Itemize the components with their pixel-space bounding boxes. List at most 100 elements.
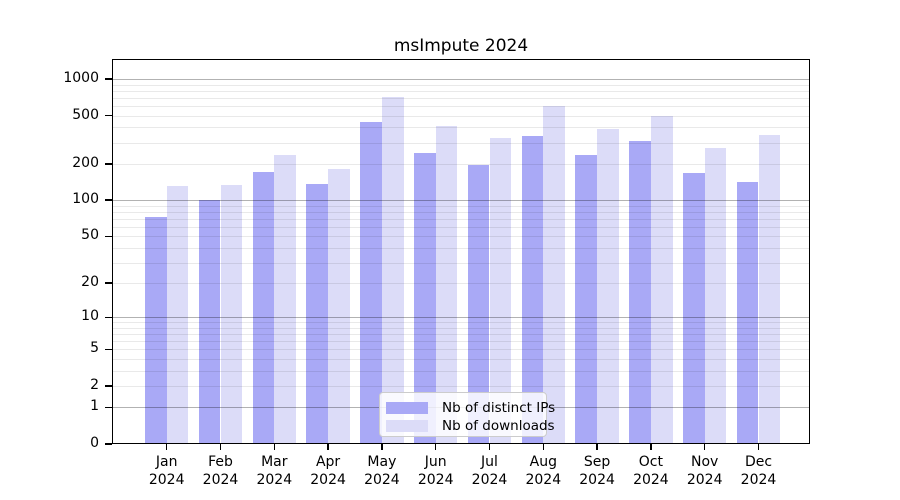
bar-distinct-ips-jul xyxy=(467,164,490,444)
y-tick-label-50: 50 xyxy=(81,227,99,244)
bar-downloads-feb xyxy=(220,185,243,444)
x-tick-jan xyxy=(165,444,168,450)
y-tick-5 xyxy=(105,348,112,351)
gridline-700 xyxy=(112,97,810,99)
y-tick-label-1: 1 xyxy=(90,398,99,415)
legend-item-downloads: Nb of downloads xyxy=(386,418,555,434)
x-tick-feb xyxy=(219,444,222,450)
legend-swatch-distinct-ips xyxy=(386,401,428,414)
gridline-7 xyxy=(112,334,810,336)
x-tick-label-dec: Dec 2024 xyxy=(740,454,777,488)
y-tick-500 xyxy=(105,114,112,117)
y-tick-2 xyxy=(105,385,112,387)
bar-distinct-ips-jun xyxy=(413,153,436,444)
gridline-20 xyxy=(112,283,810,285)
y-tick-200 xyxy=(105,163,112,165)
x-tick-label-nov: Nov 2024 xyxy=(686,454,723,488)
y-tick-100 xyxy=(105,199,112,201)
gridline-200 xyxy=(112,163,810,165)
x-tick-label-jul: Jul 2024 xyxy=(471,454,508,488)
y-tick-50 xyxy=(105,235,112,238)
bar-distinct-ips-dec xyxy=(736,181,759,444)
gridline-400 xyxy=(112,127,810,129)
bar-downloads-jan xyxy=(166,186,189,444)
x-tick-label-may: May 2024 xyxy=(364,454,400,488)
gridline-9 xyxy=(112,322,810,324)
bar-distinct-ips-feb xyxy=(198,200,221,444)
x-tick-label-aug: Aug 2024 xyxy=(525,454,562,488)
x-tick-label-jan: Jan 2024 xyxy=(148,454,185,488)
y-tick-label-20: 20 xyxy=(81,274,99,291)
x-tick-jun xyxy=(434,444,437,450)
gridline-70 xyxy=(112,218,810,220)
gridline-60 xyxy=(112,226,810,228)
x-tick-label-jun: Jun 2024 xyxy=(417,454,454,488)
x-tick-apr xyxy=(327,444,329,450)
legend-item-distinct-ips: Nb of distinct IPs xyxy=(386,400,555,416)
y-tick-1000 xyxy=(105,78,112,80)
x-tick-nov xyxy=(703,444,706,450)
legend-label-downloads: Nb of downloads xyxy=(442,417,555,434)
gridline-600 xyxy=(112,105,810,107)
grid-layer xyxy=(112,59,810,444)
legend-label-distinct-ips: Nb of distinct IPs xyxy=(442,399,556,416)
bar-distinct-ips-aug xyxy=(521,136,544,444)
gridline-500 xyxy=(112,115,810,117)
legend: Nb of distinct IPs Nb of downloads xyxy=(379,392,555,437)
bar-distinct-ips-apr xyxy=(306,184,329,444)
bar-distinct-ips-jan xyxy=(144,217,167,444)
x-tick-mar xyxy=(273,444,276,450)
y-tick-label-1000: 1000 xyxy=(63,70,99,86)
y-tick-1 xyxy=(105,406,112,409)
bar-downloads-may xyxy=(381,96,404,444)
y-tick-label-5: 5 xyxy=(90,340,99,357)
y-tick-20 xyxy=(105,282,112,284)
gridline-300 xyxy=(112,142,810,144)
gridline-2 xyxy=(112,386,810,387)
y-tick-10 xyxy=(105,316,112,319)
legend-swatch-downloads xyxy=(386,419,428,432)
gridline-30 xyxy=(112,262,810,264)
chart-title: msImpute 2024 xyxy=(393,36,529,56)
plot-area xyxy=(112,59,810,444)
gridline-8 xyxy=(112,327,810,329)
bar-downloads-jul xyxy=(489,138,512,444)
gridline-6 xyxy=(112,341,810,343)
x-tick-may xyxy=(381,444,383,450)
gridline-100 xyxy=(112,200,810,202)
bars-layer xyxy=(112,59,810,444)
x-tick-dec xyxy=(757,444,760,450)
y-tick-label-200: 200 xyxy=(72,154,99,171)
bar-distinct-ips-may xyxy=(360,122,382,444)
bar-distinct-ips-mar xyxy=(252,171,275,444)
bar-distinct-ips-oct xyxy=(629,141,651,444)
gridline-3 xyxy=(112,370,810,372)
bar-downloads-dec xyxy=(758,135,781,444)
y-tick-label-10: 10 xyxy=(81,308,99,325)
gridline-5 xyxy=(112,349,810,351)
gridline-900 xyxy=(112,84,810,86)
y-tick-0 xyxy=(105,443,112,445)
x-tick-label-mar: Mar 2024 xyxy=(256,454,293,488)
gridline-800 xyxy=(112,90,810,92)
bar-downloads-nov xyxy=(704,148,727,444)
gridline-1000 xyxy=(112,79,810,80)
x-tick-aug xyxy=(542,444,545,450)
bar-downloads-mar xyxy=(274,154,297,444)
x-tick-sep xyxy=(596,444,598,450)
bar-distinct-ips-sep xyxy=(575,154,598,444)
bar-downloads-sep xyxy=(597,129,619,444)
bar-distinct-ips-nov xyxy=(682,173,705,444)
gridline-10 xyxy=(112,317,810,319)
y-tick-label-100: 100 xyxy=(72,191,99,208)
x-tick-label-apr: Apr 2024 xyxy=(310,454,346,488)
y-tick-label-2: 2 xyxy=(90,377,99,393)
bar-downloads-oct xyxy=(650,115,673,444)
gridline-90 xyxy=(112,205,810,207)
x-tick-jul xyxy=(488,444,491,450)
gridline-50 xyxy=(112,236,810,238)
bar-downloads-jun xyxy=(435,125,458,444)
y-tick-label-0: 0 xyxy=(90,435,99,451)
y-tick-label-500: 500 xyxy=(72,106,99,123)
